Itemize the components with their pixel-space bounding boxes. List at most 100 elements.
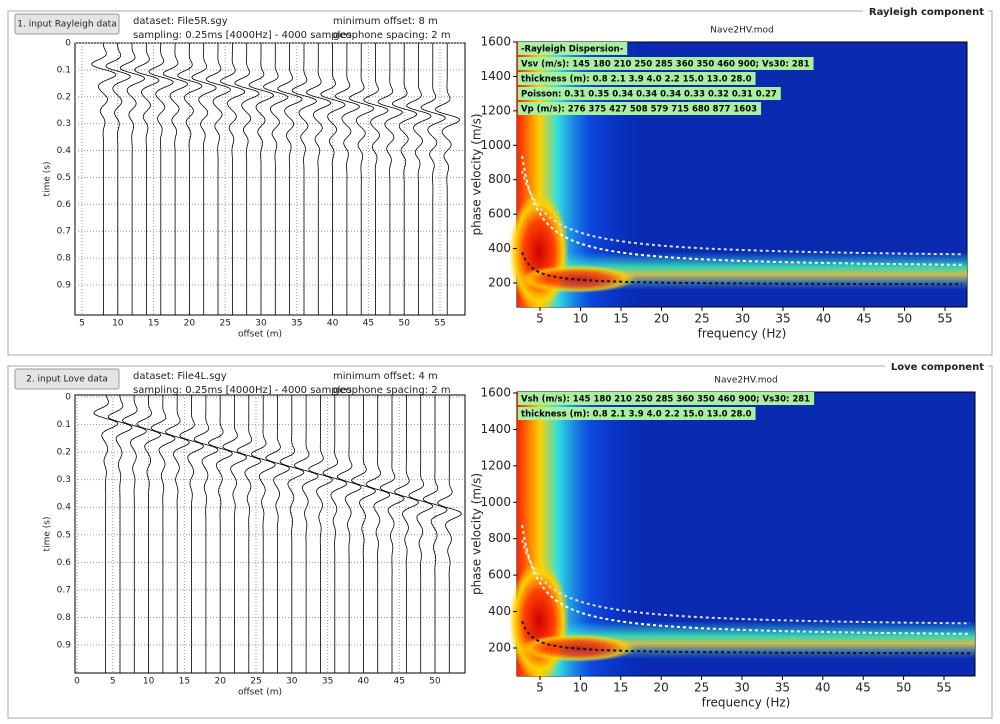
trace <box>394 395 419 673</box>
x-tick-label: 5 <box>79 319 85 329</box>
trace <box>437 395 462 673</box>
model-info: thickness (m): 0.8 2.1 3.9 4.0 2.2 15.0 … <box>521 410 752 420</box>
panel-border <box>7 365 993 719</box>
x-tick-label: 35 <box>291 319 302 329</box>
x-tick-label: 10 <box>143 677 155 687</box>
x-tick-label: 25 <box>250 677 261 687</box>
x-axis-label: offset (m) <box>238 330 282 340</box>
y-tick-label: 0.6 <box>57 558 72 568</box>
model-info: Vsh (m/s): 145 180 210 250 285 360 350 4… <box>521 395 810 405</box>
button-label[interactable]: 1. input Rayleigh data <box>17 20 116 30</box>
trace <box>91 42 117 315</box>
plot-title: Nave2HV.mod <box>714 376 777 386</box>
x-tick-label: 35 <box>775 312 790 326</box>
x-tick-label: 30 <box>255 319 267 329</box>
y-axis-label: time (s) <box>43 162 53 197</box>
x-tick-label: 55 <box>937 312 952 326</box>
y-tick-label: 1200 <box>480 103 511 117</box>
sampling: sampling: 0.25ms [4000Hz] - 4000 samples <box>133 30 352 41</box>
trace <box>365 395 391 673</box>
button[interactable] <box>14 368 120 390</box>
x-tick-label: 5 <box>536 312 544 326</box>
trace <box>334 43 360 315</box>
button-label[interactable]: 2. input Love data <box>26 375 108 385</box>
x-tick-label: 55 <box>936 681 951 695</box>
min-offset: minimum offset: 4 m <box>333 371 438 382</box>
info-bg <box>518 407 756 420</box>
y-tick-label: 0.5 <box>57 530 71 540</box>
x-tick-label: 30 <box>286 677 298 687</box>
x-tick-label: 25 <box>694 312 709 326</box>
trace <box>422 395 448 673</box>
trace <box>265 395 291 673</box>
x-tick-label: 50 <box>896 681 911 695</box>
x-tick-label: 10 <box>573 681 588 695</box>
x-tick-label: 15 <box>613 681 628 695</box>
x-tick-label: 15 <box>148 319 159 329</box>
trace <box>107 394 133 673</box>
picked-curve <box>521 251 962 286</box>
y-tick-label: 0.3 <box>57 119 71 129</box>
y-tick-label: 800 <box>488 531 511 545</box>
y-tick-label: 0.9 <box>57 641 72 651</box>
trace <box>348 43 375 315</box>
y-axis-label: time (s) <box>43 517 53 552</box>
y-tick-label: 1000 <box>480 495 511 509</box>
x-axis-label: frequency (Hz) <box>698 327 787 341</box>
y-tick-label: 0.6 <box>57 200 72 210</box>
trace <box>336 395 362 673</box>
trace <box>179 395 205 673</box>
x-tick-label: 35 <box>775 681 790 695</box>
model-info: Poisson: 0.31 0.35 0.34 0.34 0.34 0.33 0… <box>521 90 777 100</box>
picked-curve <box>521 524 971 635</box>
y-tick-label: 0.3 <box>57 475 71 485</box>
plot-title: Nave2HV.mod <box>710 26 773 36</box>
y-tick-label: 1600 <box>480 35 511 49</box>
y-tick-label: 0.8 <box>57 613 72 623</box>
info-bg <box>518 392 815 405</box>
x-tick-label: 20 <box>654 681 669 695</box>
dataset: dataset: File5R.sgy <box>133 16 228 27</box>
y-tick-label: 1200 <box>480 458 511 472</box>
info-bg <box>518 42 628 55</box>
dataset: dataset: File4L.sgy <box>133 371 227 382</box>
trace <box>322 395 348 673</box>
trace <box>279 395 305 673</box>
x-axis-label: frequency (Hz) <box>702 696 791 710</box>
trace <box>377 43 403 315</box>
info-bg <box>518 57 814 70</box>
trace <box>305 43 332 315</box>
content: Rayleigh component 1. input Rayleigh data… <box>14 5 988 710</box>
y-tick-label: 800 <box>488 172 511 186</box>
geophone-spacing: geophone spacing: 2 m <box>333 385 451 396</box>
geophone-spacing: geophone spacing: 2 m <box>333 30 451 41</box>
trace <box>205 43 232 315</box>
x-tick-label: 45 <box>856 312 871 326</box>
info-bg <box>518 102 762 115</box>
trace <box>191 43 217 315</box>
y-tick-label: 0.7 <box>57 585 71 595</box>
x-tick-label: 50 <box>897 312 912 326</box>
x-tick-label: 0 <box>74 677 80 687</box>
button[interactable] <box>14 13 120 35</box>
trace <box>291 43 317 315</box>
x-tick-label: 50 <box>398 319 410 329</box>
y-tick-label: 1000 <box>480 138 511 152</box>
y-tick-label: 400 <box>488 241 511 255</box>
y-tick-label: 200 <box>488 276 511 290</box>
picked-curve <box>521 620 970 655</box>
trace <box>207 395 233 673</box>
trace <box>351 395 377 673</box>
x-tick-label: 40 <box>327 319 339 329</box>
x-tick-label: 35 <box>322 677 333 687</box>
section-title: Love component <box>891 362 984 373</box>
trace <box>220 43 246 315</box>
trace <box>406 43 432 315</box>
trace <box>420 43 446 315</box>
trace <box>262 43 289 315</box>
x-tick-label: 25 <box>694 681 709 695</box>
y-tick-label: 1600 <box>480 386 511 400</box>
y-tick-label: 0.5 <box>57 173 71 183</box>
min-offset: minimum offset: 8 m <box>333 16 438 27</box>
